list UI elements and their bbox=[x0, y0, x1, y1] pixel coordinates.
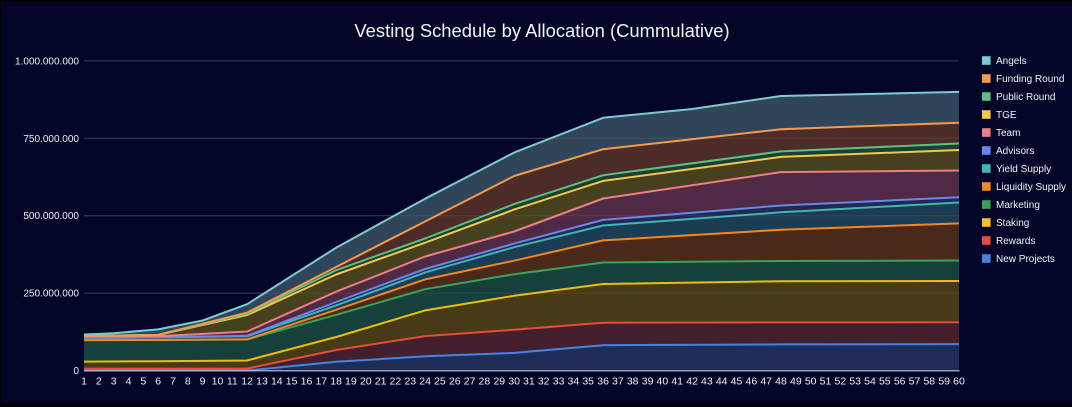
svg-text:16: 16 bbox=[301, 376, 313, 388]
svg-text:55: 55 bbox=[879, 376, 891, 388]
svg-text:Angels: Angels bbox=[996, 56, 1027, 67]
svg-text:34: 34 bbox=[568, 376, 580, 388]
svg-text:38: 38 bbox=[627, 376, 639, 388]
svg-text:60: 60 bbox=[953, 376, 965, 388]
svg-text:9: 9 bbox=[200, 376, 206, 388]
svg-text:36: 36 bbox=[597, 376, 609, 388]
svg-text:23: 23 bbox=[404, 376, 416, 388]
svg-text:42: 42 bbox=[686, 376, 698, 388]
svg-text:Yield Supply: Yield Supply bbox=[996, 164, 1051, 175]
svg-text:24: 24 bbox=[419, 376, 431, 388]
svg-text:17: 17 bbox=[315, 376, 327, 388]
svg-text:22: 22 bbox=[390, 376, 402, 388]
svg-text:4: 4 bbox=[126, 376, 132, 388]
svg-text:Team: Team bbox=[996, 128, 1020, 139]
svg-text:Marketing: Marketing bbox=[996, 200, 1040, 211]
svg-text:46: 46 bbox=[746, 376, 758, 388]
svg-text:Rewards: Rewards bbox=[996, 236, 1035, 247]
svg-text:27: 27 bbox=[464, 376, 476, 388]
svg-text:53: 53 bbox=[849, 376, 861, 388]
svg-text:35: 35 bbox=[582, 376, 594, 388]
svg-text:21: 21 bbox=[375, 376, 387, 388]
svg-text:2: 2 bbox=[96, 376, 102, 388]
svg-text:57: 57 bbox=[909, 376, 921, 388]
svg-text:1: 1 bbox=[81, 376, 87, 388]
svg-text:56: 56 bbox=[894, 376, 906, 388]
svg-text:54: 54 bbox=[864, 376, 876, 388]
svg-text:37: 37 bbox=[612, 376, 624, 388]
svg-text:50: 50 bbox=[805, 376, 817, 388]
svg-text:28: 28 bbox=[479, 376, 491, 388]
svg-text:20: 20 bbox=[360, 376, 372, 388]
svg-text:26: 26 bbox=[449, 376, 461, 388]
svg-text:7: 7 bbox=[170, 376, 176, 388]
svg-text:3: 3 bbox=[111, 376, 117, 388]
svg-text:15: 15 bbox=[286, 376, 298, 388]
svg-text:TGE: TGE bbox=[996, 110, 1017, 121]
svg-text:51: 51 bbox=[820, 376, 832, 388]
svg-text:41: 41 bbox=[671, 376, 683, 388]
svg-text:11: 11 bbox=[227, 376, 238, 388]
svg-text:8: 8 bbox=[185, 376, 191, 388]
svg-text:32: 32 bbox=[538, 376, 550, 388]
svg-text:Public Round: Public Round bbox=[996, 92, 1055, 103]
svg-text:29: 29 bbox=[493, 376, 505, 388]
svg-text:Staking: Staking bbox=[996, 218, 1029, 229]
svg-text:44: 44 bbox=[716, 376, 728, 388]
svg-text:13: 13 bbox=[256, 376, 268, 388]
svg-text:Advisors: Advisors bbox=[996, 146, 1034, 157]
svg-text:58: 58 bbox=[923, 376, 935, 388]
svg-text:33: 33 bbox=[553, 376, 565, 388]
svg-text:5: 5 bbox=[140, 376, 146, 388]
svg-text:49: 49 bbox=[790, 376, 802, 388]
svg-text:500.000.000: 500.000.000 bbox=[23, 211, 79, 222]
svg-text:45: 45 bbox=[731, 376, 743, 388]
svg-text:Liquidity Supply: Liquidity Supply bbox=[996, 182, 1066, 193]
svg-text:30: 30 bbox=[508, 376, 520, 388]
svg-text:59: 59 bbox=[938, 376, 950, 388]
svg-text:12: 12 bbox=[241, 376, 253, 388]
svg-text:48: 48 bbox=[775, 376, 787, 388]
svg-text:1.000.000.000: 1.000.000.000 bbox=[15, 56, 79, 67]
svg-text:18: 18 bbox=[330, 376, 342, 388]
svg-text:52: 52 bbox=[835, 376, 847, 388]
svg-text:Funding Round: Funding Round bbox=[996, 74, 1064, 85]
svg-text:Vesting Schedule by Allocation: Vesting Schedule by Allocation (Cummulat… bbox=[354, 20, 729, 41]
svg-text:6: 6 bbox=[155, 376, 161, 388]
svg-text:31: 31 bbox=[523, 376, 535, 388]
svg-text:14: 14 bbox=[271, 376, 283, 388]
svg-text:43: 43 bbox=[701, 376, 713, 388]
svg-text:10: 10 bbox=[212, 376, 224, 388]
svg-text:47: 47 bbox=[760, 376, 772, 388]
svg-text:New Projects: New Projects bbox=[996, 254, 1055, 265]
svg-text:250.000.000: 250.000.000 bbox=[23, 289, 79, 300]
svg-text:0: 0 bbox=[73, 366, 79, 377]
svg-text:39: 39 bbox=[642, 376, 654, 388]
svg-text:40: 40 bbox=[657, 376, 669, 388]
svg-text:25: 25 bbox=[434, 376, 446, 388]
svg-text:19: 19 bbox=[345, 376, 357, 388]
svg-text:750.000.000: 750.000.000 bbox=[23, 134, 79, 145]
